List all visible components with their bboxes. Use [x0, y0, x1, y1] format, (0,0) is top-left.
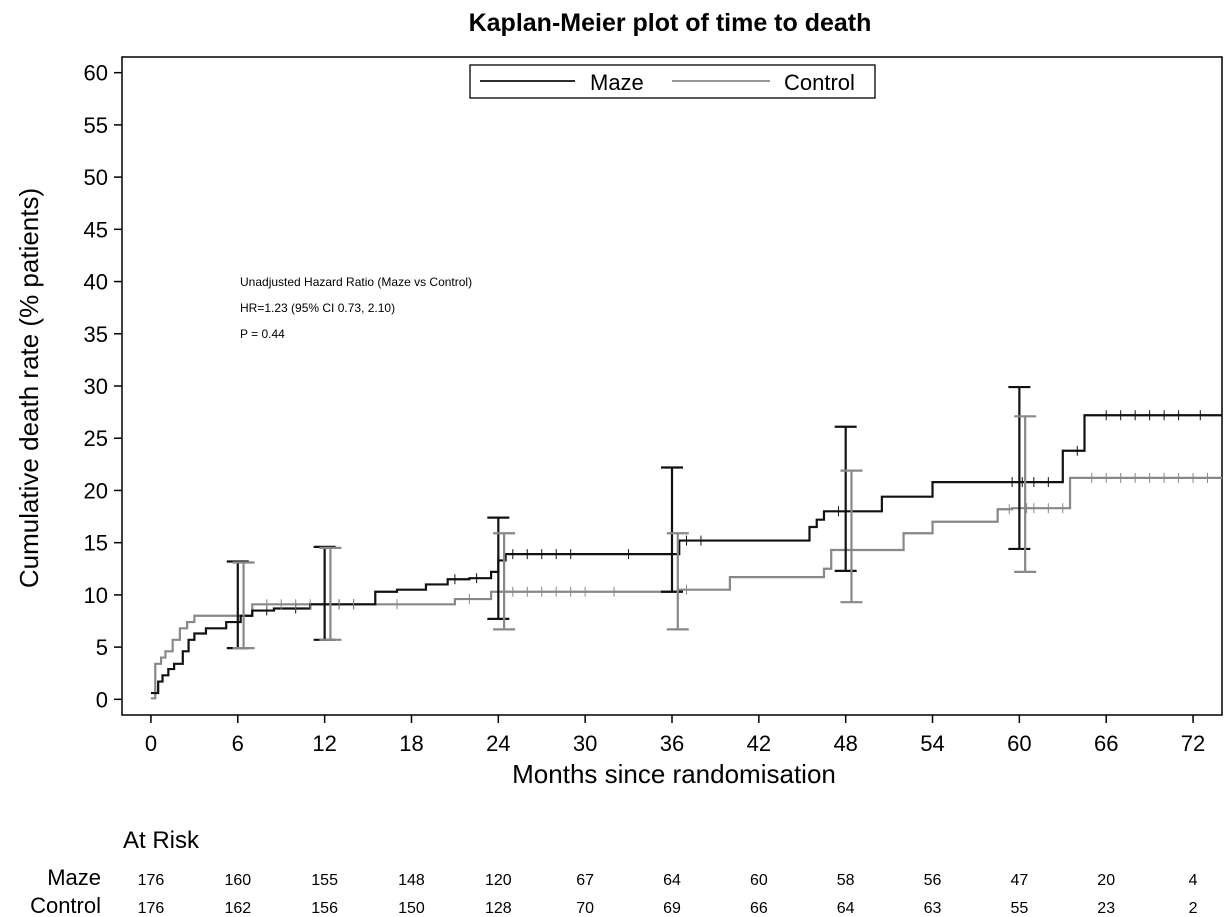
at-risk-value-control: 23 [1097, 900, 1115, 917]
at-risk-value-maze: 155 [311, 872, 338, 889]
at-risk-value-control: 128 [485, 900, 512, 917]
at-risk-value-control: 66 [750, 900, 768, 917]
legend-label-control: Control [784, 70, 855, 95]
x-tick-label: 30 [573, 731, 597, 756]
x-tick-label: 54 [920, 731, 944, 756]
x-tick-label: 42 [747, 731, 771, 756]
at-risk-value-maze: 160 [224, 872, 251, 889]
y-tick-label: 5 [96, 635, 108, 660]
at-risk-value-maze: 176 [138, 872, 165, 889]
at-risk-title: At Risk [123, 827, 200, 854]
y-tick-label: 20 [84, 478, 108, 503]
y-axis-label: Cumulative death rate (% patients) [14, 188, 44, 588]
at-risk-value-control: 162 [224, 900, 251, 917]
x-tick-label: 48 [833, 731, 857, 756]
at-risk-value-maze: 60 [750, 872, 768, 889]
annotation-line-1: Unadjusted Hazard Ratio (Maze vs Control… [240, 275, 472, 289]
at-risk-value-maze: 20 [1097, 872, 1115, 889]
x-tick-label: 6 [232, 731, 244, 756]
y-tick-label: 60 [84, 61, 108, 86]
legend: Maze Control [469, 64, 876, 99]
x-tick-label: 72 [1181, 731, 1205, 756]
at-risk-value-maze: 67 [576, 872, 594, 889]
at-risk-value-maze: 56 [924, 872, 942, 889]
annotation-line-2: HR=1.23 (95% CI 0.73, 2.10) [240, 301, 395, 315]
at-risk-value-control: 70 [576, 900, 594, 917]
at-risk-value-control: 156 [311, 900, 338, 917]
hazard-ratio-annotation: Unadjusted Hazard Ratio (Maze vs Control… [240, 275, 472, 341]
at-risk-value-maze: 47 [1010, 872, 1028, 889]
series-line-maze [150, 414, 1222, 695]
plot-frame [121, 56, 1223, 716]
at-risk-value-control: 63 [924, 900, 942, 917]
x-tick-label: 0 [145, 731, 157, 756]
at-risk-value-control: 64 [837, 900, 855, 917]
plot-area: 0 5 10 15 20 25 30 35 40 45 50 55 60 0 6 12 18 24 30 36 42 48… [84, 56, 1223, 756]
x-tick-label: 18 [399, 731, 423, 756]
at-risk-value-maze: 148 [398, 872, 425, 889]
y-tick-label: 0 [96, 687, 108, 712]
y-tick-label: 35 [84, 322, 108, 347]
x-tick-label: 12 [312, 731, 336, 756]
at-risk-table: At Risk Maze Control 176 160 155 148 120 67 64… [30, 827, 1198, 917]
at-risk-value-control: 2 [1189, 900, 1198, 917]
series-line-control [150, 476, 1222, 700]
at-risk-cells: 176 160 155 148 120 67 64 60 58 56 47 20 4 176 162 156 1… [138, 872, 1198, 917]
legend-label-maze: Maze [590, 70, 644, 95]
at-risk-value-control: 55 [1010, 900, 1028, 917]
at-risk-row-label-maze: Maze [47, 865, 101, 890]
at-risk-value-maze: 120 [485, 872, 512, 889]
x-tick-label: 66 [1094, 731, 1118, 756]
at-risk-row-label-control: Control [30, 893, 101, 917]
chart-title: Kaplan-Meier plot of time to death [469, 9, 872, 37]
at-risk-value-maze: 64 [663, 872, 681, 889]
y-tick-label: 55 [84, 113, 108, 138]
at-risk-value-control: 150 [398, 900, 425, 917]
x-tick-label: 24 [486, 731, 510, 756]
y-tick-label: 50 [84, 165, 108, 190]
at-risk-value-control: 176 [138, 900, 165, 917]
at-risk-value-control: 69 [663, 900, 681, 917]
y-tick-label: 30 [84, 374, 108, 399]
y-tick-label: 40 [84, 270, 108, 295]
annotation-line-3: P = 0.44 [240, 327, 285, 341]
y-tick-label: 15 [84, 531, 108, 556]
x-tick-label: 36 [660, 731, 684, 756]
y-tick-label: 10 [84, 583, 108, 608]
x-axis-label: Months since randomisation [512, 759, 836, 789]
y-tick-label: 45 [84, 217, 108, 242]
at-risk-value-maze: 58 [837, 872, 855, 889]
y-tick-label: 25 [84, 426, 108, 451]
x-tick-label: 60 [1007, 731, 1031, 756]
at-risk-value-maze: 4 [1189, 872, 1198, 889]
